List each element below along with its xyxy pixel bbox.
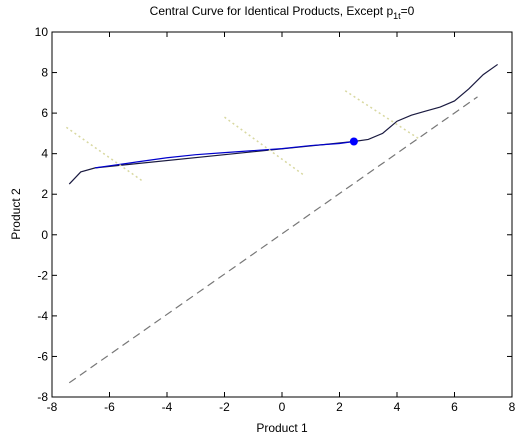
x-tick-label: 0 bbox=[279, 400, 286, 414]
y-tick-label: 0 bbox=[41, 228, 48, 242]
plot-area bbox=[51, 31, 513, 398]
title-main: Central Curve for Identical Products, Ex… bbox=[150, 4, 394, 18]
x-axis-label: Product 1 bbox=[256, 421, 308, 435]
x-tick-label: 4 bbox=[394, 400, 401, 414]
y-tick-label: 6 bbox=[41, 106, 48, 120]
x-tick-label: -4 bbox=[162, 400, 173, 414]
x-tick-label: -2 bbox=[219, 400, 230, 414]
x-tick-label: 2 bbox=[336, 400, 343, 414]
point bbox=[349, 137, 358, 146]
y-tick-label: -6 bbox=[37, 349, 48, 363]
y-tick-label: -4 bbox=[37, 309, 48, 323]
y-tick-label: 4 bbox=[41, 147, 48, 161]
y-tick-label: 10 bbox=[35, 25, 49, 39]
curve bbox=[68, 63, 498, 185]
curve bbox=[65, 126, 145, 183]
chart-title: Central Curve for Identical Products, Ex… bbox=[150, 4, 415, 21]
y-tick-label: 8 bbox=[41, 66, 48, 80]
y-tick-label: -8 bbox=[37, 390, 48, 404]
curve bbox=[68, 96, 478, 384]
x-tick-label: 6 bbox=[451, 400, 458, 414]
y-axis-label: Product 2 bbox=[9, 188, 23, 240]
x-tick-label: -6 bbox=[104, 400, 115, 414]
y-tick-label: -2 bbox=[37, 268, 48, 282]
title-tail: =0 bbox=[401, 4, 415, 18]
title-subscript: 1t bbox=[393, 11, 401, 21]
x-tick-label: 8 bbox=[509, 400, 516, 414]
curve bbox=[95, 140, 354, 169]
y-tick-label: 2 bbox=[41, 187, 48, 201]
x-tick-label: -8 bbox=[47, 400, 58, 414]
curve bbox=[224, 116, 306, 177]
